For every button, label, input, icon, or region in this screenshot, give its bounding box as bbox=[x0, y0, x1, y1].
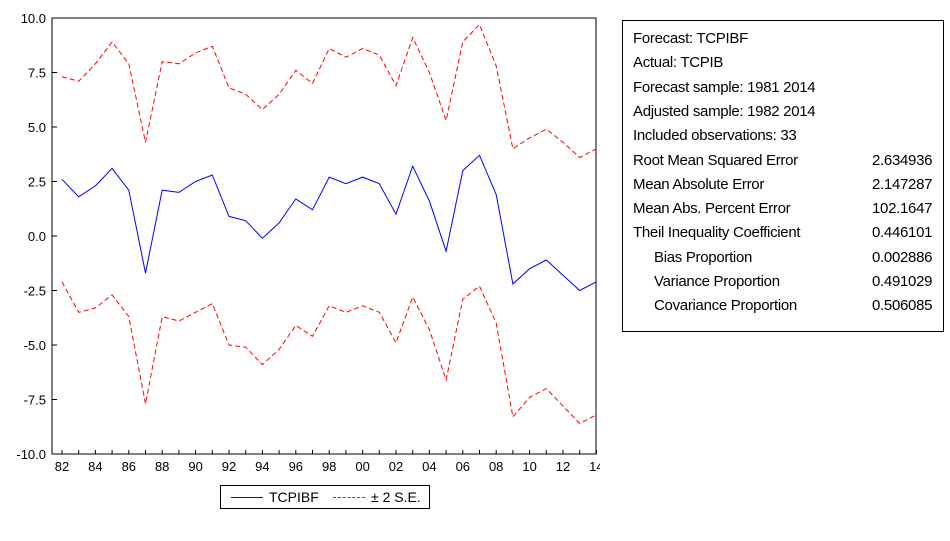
stat-label: Bias Proportion bbox=[654, 248, 753, 266]
y-tick-label: 5.0 bbox=[28, 120, 46, 135]
series-line-tcpibf bbox=[61, 154, 597, 292]
stat-value: 0.506085 bbox=[872, 297, 933, 315]
y-tick-label: 10.0 bbox=[21, 11, 46, 26]
x-tick-label: 00 bbox=[355, 459, 369, 474]
x-tick-label: 04 bbox=[422, 459, 436, 474]
stat-row: Mean Absolute Error 2.147287 bbox=[633, 176, 938, 202]
x-tick-label: 86 bbox=[122, 459, 136, 474]
stat-row: Root Mean Squared Error 2.634936 bbox=[633, 152, 938, 178]
y-tick-label: -5.0 bbox=[24, 338, 46, 353]
x-tick-label: 88 bbox=[155, 459, 169, 474]
x-tick-label: 84 bbox=[88, 459, 102, 474]
stat-label: Forecast: TCPIBF bbox=[633, 30, 748, 47]
stat-label: Variance Proportion bbox=[654, 273, 780, 290]
x-tick-label: 08 bbox=[489, 459, 503, 474]
y-axis: 10.0 7.5 5.0 2.5 0.0 -2.5 -5.0 -7.5 -10.0 bbox=[16, 11, 57, 462]
stat-label: Forecast sample: 1981 2014 bbox=[633, 78, 816, 96]
stat-value: 0.002886 bbox=[872, 248, 933, 266]
x-tick-label: 92 bbox=[222, 459, 236, 474]
stat-row: Actual: TCPIB bbox=[633, 54, 938, 80]
stat-row: Forecast sample: 1981 2014 bbox=[633, 79, 938, 105]
stat-row: Theil Inequality Coefficient 0.446101 bbox=[633, 224, 938, 250]
stat-value: 0.446101 bbox=[872, 224, 933, 242]
x-tick-label: 90 bbox=[188, 459, 202, 474]
stat-row: Covariance Proportion 0.506085 bbox=[633, 297, 938, 323]
series-layer bbox=[61, 23, 597, 425]
stat-value: 2.147287 bbox=[872, 175, 933, 193]
legend-line-dashed-red bbox=[333, 497, 365, 498]
series-line-lower-band bbox=[61, 281, 597, 425]
stat-value: 102.1647 bbox=[872, 200, 933, 218]
stat-row: Variance Proportion 0.491029 bbox=[633, 273, 938, 299]
stat-row: Forecast: TCPIBF bbox=[633, 30, 938, 56]
x-tick-label: 06 bbox=[456, 459, 470, 474]
stat-label: Covariance Proportion bbox=[654, 297, 797, 315]
y-tick-label: 0.0 bbox=[28, 229, 46, 244]
stat-label: Theil Inequality Coefficient bbox=[633, 224, 801, 242]
x-tick-label: 98 bbox=[322, 459, 336, 474]
y-tick-label: 2.5 bbox=[28, 175, 46, 190]
stat-row: Bias Proportion 0.002886 bbox=[633, 249, 938, 275]
stat-row: Adjusted sample: 1982 2014 bbox=[633, 103, 938, 129]
stat-value: 0.491029 bbox=[872, 273, 933, 290]
forecast-chart: 10.0 7.5 5.0 2.5 0.0 -2.5 -5.0 -7.5 -10.0 82 84 86… bbox=[16, 11, 600, 474]
x-tick-label: 10 bbox=[522, 459, 536, 474]
forecast-stats-box: Forecast: TCPIBF Actual: TCPIB Forecast sa… bbox=[622, 20, 944, 332]
legend-label: ± 2 S.E. bbox=[371, 489, 421, 505]
stat-label: Mean Abs. Percent Error bbox=[633, 200, 791, 218]
legend: TCPIBF ± 2 S.E. bbox=[220, 485, 430, 509]
x-tick-label: 94 bbox=[255, 459, 269, 474]
y-tick-label: -2.5 bbox=[24, 284, 46, 299]
x-axis: 82 84 86 88 90 92 94 96 98 00 02 04 06 08 10 12 14 bbox=[55, 450, 600, 474]
stat-row: Included observations: 33 bbox=[633, 127, 938, 153]
stat-row: Mean Abs. Percent Error 102.1647 bbox=[633, 200, 938, 226]
legend-label: TCPIBF bbox=[269, 489, 319, 505]
stat-label: Root Mean Squared Error bbox=[633, 151, 798, 169]
x-tick-label: 12 bbox=[556, 459, 570, 474]
stat-value: 2.634936 bbox=[872, 151, 933, 169]
x-tick-label: 02 bbox=[389, 459, 403, 474]
x-tick-label: 14 bbox=[589, 459, 600, 474]
y-tick-label: -10.0 bbox=[16, 447, 46, 462]
stat-label: Adjusted sample: 1982 2014 bbox=[633, 102, 816, 120]
stat-label: Mean Absolute Error bbox=[633, 175, 765, 193]
series-line-upper-band bbox=[61, 23, 597, 159]
x-tick-label: 82 bbox=[55, 459, 69, 474]
legend-line-solid-blue bbox=[231, 497, 263, 498]
plot-frame bbox=[51, 17, 597, 455]
x-tick-label: 96 bbox=[289, 459, 303, 474]
y-tick-label: -7.5 bbox=[24, 393, 46, 408]
stat-label: Included observations: 33 bbox=[633, 127, 797, 145]
stat-label: Actual: TCPIB bbox=[633, 54, 724, 72]
y-tick-label: 7.5 bbox=[28, 66, 46, 81]
